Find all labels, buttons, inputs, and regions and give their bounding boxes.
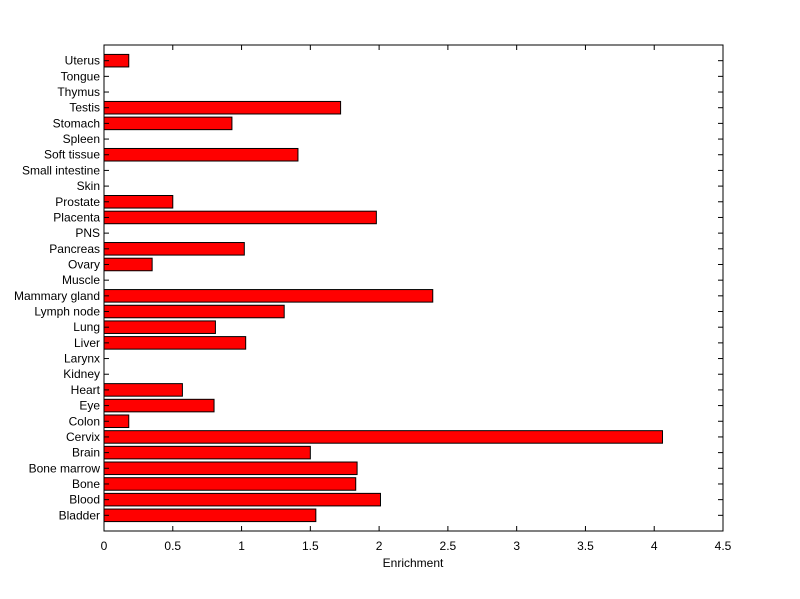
ticks-group: [103, 45, 724, 531]
bar-pancreas: [103, 242, 245, 256]
plot-frame: [103, 44, 724, 532]
x-tick-label: 3.5: [577, 539, 594, 553]
bar-lymph-node: [103, 304, 285, 319]
y-tick-label: Ovary: [68, 257, 100, 271]
x-tick-label: 0: [101, 539, 108, 553]
x-tick-labels: 0 0.5 1 1.5 2 2.5 3 3.5 4 4.5: [101, 539, 732, 553]
x-tick-label: 2: [376, 539, 383, 553]
x-tick-label: 4: [651, 539, 658, 553]
bar-testis: [103, 100, 342, 115]
bar-lung: [103, 320, 216, 334]
bar-placenta: [103, 210, 377, 225]
y-tick-label: Cervix: [66, 430, 100, 444]
y-tick-label: Brain: [72, 446, 100, 460]
bars-group: [103, 53, 663, 523]
y-tick-label: Pancreas: [49, 242, 100, 256]
bar-bone: [103, 477, 357, 491]
bar-bladder: [103, 508, 317, 523]
x-tick-label: 1.5: [302, 539, 319, 553]
bar-ovary: [103, 257, 153, 272]
bar-liver: [103, 336, 247, 350]
y-tick-label: Prostate: [55, 195, 100, 209]
bar-mammary-gland: [103, 289, 434, 303]
y-tick-label: Lymph node: [34, 305, 100, 319]
bar-blood: [103, 492, 381, 507]
x-axis-label: Enrichment: [383, 556, 444, 570]
bar-heart: [103, 383, 183, 397]
y-tick-label: Heart: [71, 383, 101, 397]
bar-eye: [103, 398, 215, 413]
y-tick-label: Bone: [72, 477, 100, 491]
bar-prostate: [103, 195, 174, 209]
y-tick-label: Liver: [74, 336, 100, 350]
y-tick-label: Placenta: [53, 210, 100, 224]
y-tick-label: Tongue: [61, 69, 101, 83]
y-tick-label: Thymus: [57, 85, 100, 99]
x-tick-label: 1: [238, 539, 245, 553]
bar-soft-tissue: [103, 147, 299, 162]
y-tick-label: Testis: [69, 101, 100, 115]
y-tick-label: Spleen: [63, 132, 100, 146]
y-tick-label: Bladder: [59, 508, 100, 522]
x-tick-label: 0.5: [164, 539, 181, 553]
x-tick-label: 4.5: [715, 539, 732, 553]
bar-cervix: [103, 430, 663, 444]
y-tick-label: Muscle: [62, 273, 100, 287]
y-tick-label: Larynx: [64, 352, 100, 366]
y-tick-label: Eye: [79, 399, 100, 413]
bar-bone-marrow: [103, 461, 358, 476]
x-tick-label: 3: [513, 539, 520, 553]
y-tick-label: Skin: [77, 179, 100, 193]
y-tick-label: Bone marrow: [29, 461, 101, 475]
y-tick-label: Small intestine: [22, 163, 100, 177]
y-tick-label: Mammary gland: [14, 289, 100, 303]
y-tick-label: Lung: [73, 320, 100, 334]
x-tick-label: 2.5: [440, 539, 457, 553]
bar-brain: [103, 445, 311, 460]
y-tick-label: PNS: [75, 226, 100, 240]
y-tick-label: Stomach: [53, 116, 100, 130]
y-tick-label: Soft tissue: [44, 148, 100, 162]
y-tick-label: Uterus: [65, 54, 100, 68]
y-tick-label: Kidney: [63, 367, 100, 381]
bar-stomach: [103, 116, 233, 131]
y-tick-label: Blood: [69, 493, 100, 507]
y-tick-label: Colon: [69, 414, 100, 428]
